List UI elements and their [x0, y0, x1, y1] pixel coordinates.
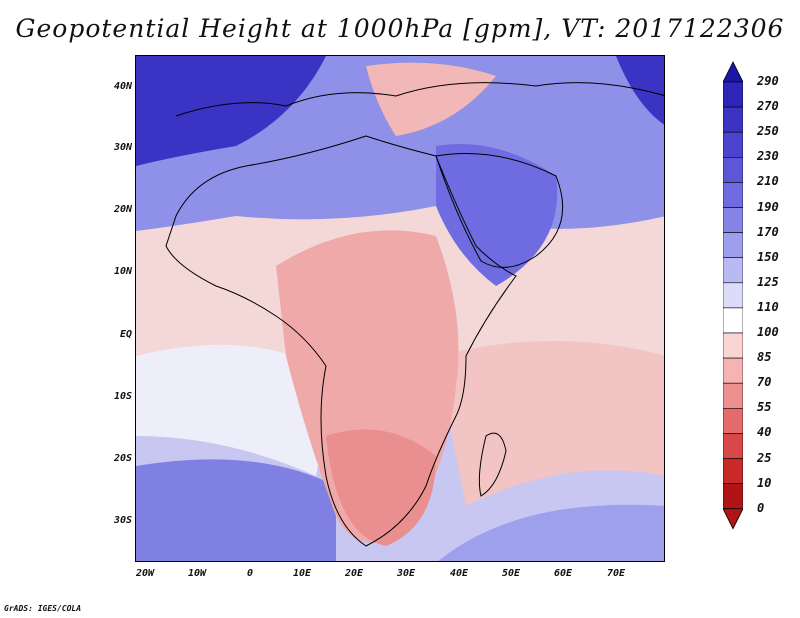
- colorbar-label: 210: [757, 174, 779, 189]
- colorbar-swatch: [723, 433, 743, 459]
- lon-label-70E: 70E: [606, 568, 626, 579]
- africa-coastline: [165, 135, 517, 547]
- lat-label-30N: 30N: [113, 142, 132, 153]
- colorbar-swatch: [723, 407, 743, 434]
- south-east-field: [438, 504, 664, 561]
- colorbar-swatch: [723, 81, 743, 108]
- colorbar-swatch: [723, 307, 743, 334]
- lon-label-10E: 10E: [292, 568, 312, 579]
- lon-label-0: 0: [246, 568, 254, 579]
- lon-label-40E: 40E: [449, 568, 469, 579]
- colorbar-label: 230: [757, 149, 779, 164]
- colorbar-swatch: [723, 357, 743, 384]
- lon-label-30E: 30E: [396, 568, 416, 579]
- colorbar-label: 100: [757, 325, 779, 339]
- deep-south-field: [136, 459, 336, 561]
- madagascar: [478, 432, 507, 497]
- colorbar-swatch: [723, 207, 743, 233]
- colorbar-label: 150: [757, 249, 779, 264]
- mediterranean-low: [366, 62, 496, 136]
- colorbar-label: 0: [757, 500, 765, 515]
- colorbar-bottom-arrow: [723, 508, 743, 530]
- lat-label-40N: 40N: [113, 81, 132, 92]
- geopotential-map: [136, 56, 664, 561]
- northwest-core: [136, 56, 326, 166]
- colorbar-label: 25: [757, 450, 772, 465]
- lon-label-20W: 20W: [135, 568, 155, 579]
- lat-label-20S: 20S: [113, 453, 132, 464]
- arabia-field: [436, 144, 558, 286]
- colorbar-swatch: [723, 483, 743, 510]
- europe-coastline: [175, 82, 664, 117]
- colorbar-label: 250: [757, 124, 779, 139]
- lat-label-10N: 10N: [113, 266, 132, 277]
- colorbar-swatch: [723, 157, 743, 183]
- colorbar-label: 170: [757, 224, 779, 239]
- colorbar-label: 190: [757, 199, 779, 214]
- lon-label-10W: 10W: [187, 568, 207, 579]
- arabia-coastline: [435, 153, 564, 268]
- colorbar-swatch: [723, 182, 743, 208]
- northeast-core: [616, 56, 664, 125]
- colorbar-label: 125: [757, 274, 779, 289]
- lat-label-10S: 10S: [113, 391, 132, 402]
- grads-credit: GrADS: IGES/COLA: [4, 604, 82, 613]
- colorbar-label: 85: [757, 350, 772, 365]
- lat-label-EQ: EQ: [119, 329, 132, 340]
- colorbar-swatch: [723, 232, 743, 259]
- colorbar-label: 290: [757, 74, 779, 88]
- lon-label-60E: 60E: [553, 568, 573, 579]
- lon-label-20E: 20E: [344, 568, 364, 579]
- colorbar-swatch: [723, 332, 743, 359]
- colorbar-swatch: [723, 382, 743, 409]
- colorbar-label: 70: [757, 375, 772, 390]
- colorbar-label: 110: [757, 299, 779, 314]
- colorbar-label: 55: [757, 400, 772, 415]
- lon-label-50E: 50E: [501, 568, 521, 579]
- colorbar-label: 270: [757, 99, 779, 114]
- lat-label-30S: 30S: [113, 515, 132, 526]
- colorbar-label: 10: [757, 475, 772, 490]
- colorbar-swatch: [723, 458, 743, 484]
- chart-title: Geopotential Height at 1000hPa [gpm], VT…: [15, 14, 785, 43]
- south-africa-low: [326, 429, 436, 546]
- colorbar: [723, 61, 743, 530]
- colorbar-top-arrow: [723, 61, 743, 83]
- map-panel: [135, 55, 665, 562]
- lat-label-20N: 20N: [113, 204, 132, 215]
- colorbar-swatch: [723, 106, 743, 133]
- colorbar-swatch: [723, 131, 743, 158]
- colorbar-swatch: [723, 282, 743, 309]
- colorbar-label: 40: [757, 425, 772, 440]
- colorbar-swatch: [723, 257, 743, 284]
- atlantic-light: [136, 344, 336, 476]
- indian-ocean-pink: [436, 341, 664, 506]
